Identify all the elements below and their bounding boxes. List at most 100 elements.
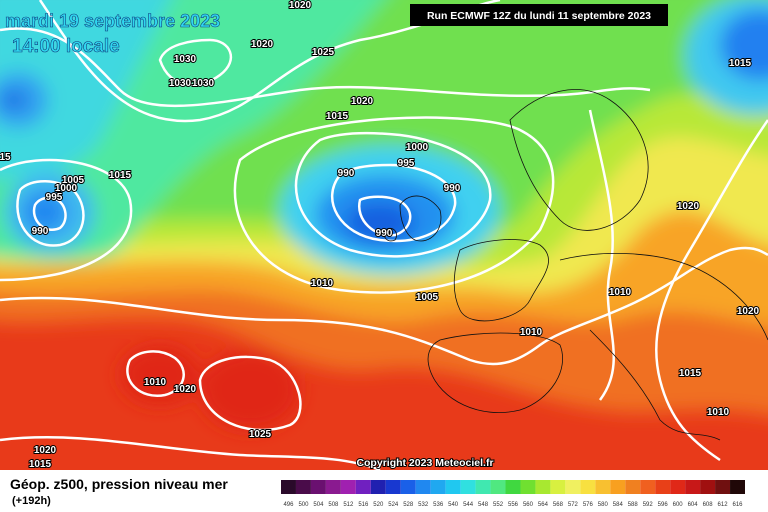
- scale-label: 504: [313, 502, 324, 508]
- isobar-label: 1020: [351, 96, 374, 107]
- scale-swatch: [670, 480, 686, 494]
- scale-label: 512: [343, 502, 354, 508]
- scale-swatch: [640, 480, 656, 494]
- scale-swatch: [700, 480, 716, 494]
- scale-swatch: [625, 480, 641, 494]
- scale-swatch: [565, 480, 581, 494]
- isobar-label: 1030: [192, 78, 215, 89]
- scale-label: 532: [418, 502, 429, 508]
- isobar-label: 1015: [729, 58, 752, 69]
- scale-swatch: [595, 480, 611, 494]
- isobar-label: 1020: [737, 306, 760, 317]
- isobar-label: 1000: [406, 142, 429, 153]
- date-title: mardi 19 septembre 2023: [5, 11, 220, 31]
- scale-swatch: [550, 480, 566, 494]
- scale-swatch: [325, 480, 341, 494]
- scale-swatch: [535, 480, 551, 494]
- isobars: [0, 0, 768, 462]
- time-title: 14:00 locale: [12, 36, 120, 57]
- scale-swatch: [310, 480, 326, 494]
- isobar-label: 1015: [326, 111, 349, 122]
- scale-label: 552: [493, 502, 504, 508]
- scale-label: 580: [598, 502, 609, 508]
- isobar-label: 1005: [416, 292, 439, 303]
- isobar-label: 1020: [34, 445, 57, 456]
- scale-label: 588: [628, 502, 639, 508]
- coastlines: [383, 89, 768, 441]
- isobar-label: 1005: [62, 175, 85, 186]
- scale-swatch: [520, 480, 536, 494]
- scale-swatch: [655, 480, 671, 494]
- scale-label: 520: [373, 502, 384, 508]
- isobar-label: 1025: [312, 47, 335, 58]
- scale-swatch: [415, 480, 431, 494]
- scale-swatch: [385, 480, 401, 494]
- isobar-label: 1020: [677, 201, 700, 212]
- scale-swatch: [370, 480, 386, 494]
- scale-label: 596: [658, 502, 669, 508]
- scale-swatch: [490, 480, 506, 494]
- scale-label: 524: [388, 502, 399, 508]
- scale-swatch: [460, 480, 476, 494]
- isobar-label: 990: [444, 183, 461, 194]
- scale-label: 508: [328, 502, 339, 508]
- isobar-label: 1010: [609, 287, 632, 298]
- scale-label: 528: [403, 502, 414, 508]
- scale-label: 612: [718, 502, 729, 508]
- scale-label: 496: [283, 502, 294, 508]
- scale-swatch: [580, 480, 596, 494]
- isobar-label: 1020: [289, 0, 312, 11]
- scale-label: 568: [553, 502, 564, 508]
- scale-label: 516: [358, 502, 369, 508]
- scale-label: 584: [613, 502, 624, 508]
- scale-swatch: [281, 480, 296, 494]
- isobar-label: 1030: [169, 78, 192, 89]
- scale-label: 604: [688, 502, 699, 508]
- scale-label: 560: [523, 502, 534, 508]
- copyright: Copyright 2023 Meteociel.fr: [356, 457, 493, 469]
- run-banner: [410, 4, 668, 26]
- scale-label: 572: [568, 502, 579, 508]
- isobar-label: 1030: [174, 54, 197, 65]
- scale-swatch: [430, 480, 446, 494]
- footer-title: Géop. z500, pression niveau mer: [10, 476, 228, 492]
- scale-label: 564: [538, 502, 549, 508]
- scale-label: 536: [433, 502, 444, 508]
- isobar-label: 995: [46, 192, 63, 203]
- isobar-label: 990: [376, 228, 393, 239]
- scale-swatch: [295, 480, 311, 494]
- scale-swatch: [475, 480, 491, 494]
- isobar-label: 1010: [520, 327, 543, 338]
- scale-swatch: [730, 480, 745, 494]
- scale-label: 544: [463, 502, 474, 508]
- scale-label: 616: [733, 502, 744, 508]
- scale-label: 540: [448, 502, 459, 508]
- field: [0, 0, 768, 470]
- scale-label: 576: [583, 502, 594, 508]
- scale-label: 600: [673, 502, 684, 508]
- isobar-label: 1010: [707, 407, 730, 418]
- scale-swatch: [685, 480, 701, 494]
- color-scale: 496 500 504 508 512 516 520 524 528 532 536 540 544 5…: [281, 480, 745, 508]
- isobar-label: 995: [398, 158, 415, 169]
- scale-swatch: [610, 480, 626, 494]
- isobar-label: 1025: [249, 429, 272, 440]
- isobar-label: 1015: [29, 459, 52, 470]
- scale-swatch: [355, 480, 371, 494]
- scale-swatch: [445, 480, 461, 494]
- isobar-label: 1000: [55, 183, 78, 194]
- scale-label: 548: [478, 502, 489, 508]
- isobar-label: 1020: [251, 39, 274, 50]
- isobar-label: 1010: [144, 377, 167, 388]
- scale-swatch: [505, 480, 521, 494]
- isobar-label: 990: [338, 168, 355, 179]
- isobar-label: 15: [0, 152, 11, 163]
- scale-swatch: [400, 480, 416, 494]
- isobar-label: 1015: [679, 368, 702, 379]
- scale-label: 500: [298, 502, 309, 508]
- isobar-label: 990: [32, 226, 49, 237]
- scale-label: 608: [703, 502, 714, 508]
- isobar-label: 1020: [174, 384, 197, 395]
